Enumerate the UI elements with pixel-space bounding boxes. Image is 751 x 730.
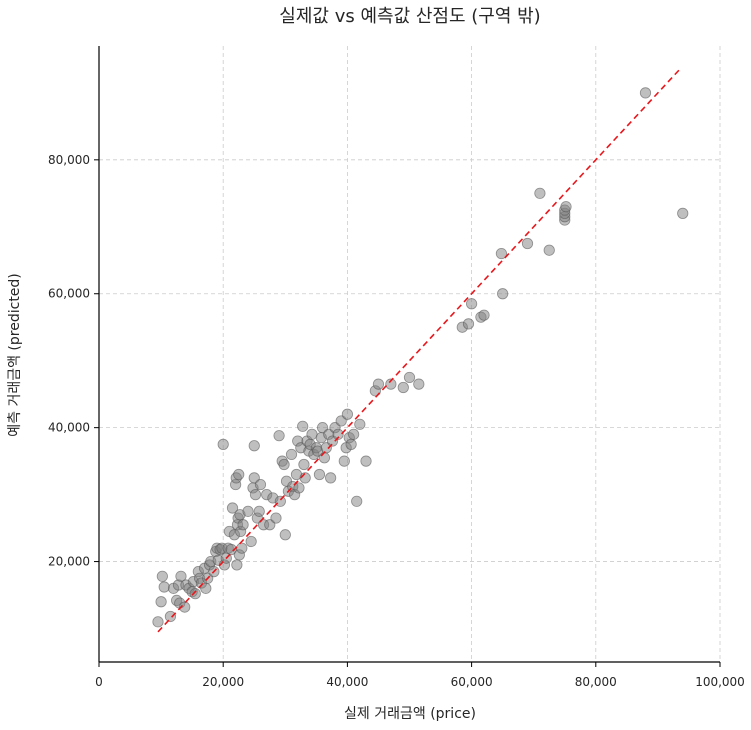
data-point [639, 87, 652, 99]
y-axis-ticks: 20,000 40,000 60,000 80,000 [48, 153, 99, 569]
y-tick-label: 20,000 [48, 555, 90, 569]
grid [99, 46, 721, 662]
data-point [152, 616, 164, 628]
data-point [372, 378, 385, 390]
x-tick-label: 0 [95, 675, 103, 689]
x-axis-ticks: 0 20,000 40,000 60,000 80,000 100,000 [95, 662, 745, 689]
data-point [236, 542, 248, 554]
x-tick-label: 60,000 [451, 675, 493, 689]
x-tick-label: 100,000 [695, 675, 745, 689]
data-point [348, 428, 360, 440]
data-point [351, 495, 363, 507]
data-point [242, 505, 254, 517]
data-point [233, 468, 245, 481]
data-point [341, 408, 353, 420]
y-axis-title: 예측 거래금액 (predicted) [7, 273, 23, 437]
data-point [462, 318, 475, 330]
data-point [534, 187, 546, 199]
data-point [560, 201, 572, 213]
data-point [231, 559, 243, 571]
data-point [254, 478, 267, 491]
data-point [156, 570, 168, 582]
data-point [273, 430, 285, 442]
data-point [179, 601, 191, 613]
data-point [478, 309, 490, 321]
data-point [465, 298, 478, 310]
data-point [345, 438, 357, 450]
data-point [354, 418, 366, 430]
data-point [164, 610, 177, 623]
data-point [521, 237, 534, 250]
data-point [253, 505, 265, 517]
y-tick-label: 40,000 [48, 421, 90, 435]
data-point [158, 581, 170, 593]
data-point [226, 502, 239, 514]
data-point [403, 371, 416, 384]
data-point [397, 381, 409, 394]
data-point [217, 438, 229, 450]
chart-title: 실제값 vs 예측값 산점도 (구역 밖) [279, 6, 540, 27]
data-point [298, 458, 310, 471]
data-points [152, 87, 689, 628]
reference-line-group [157, 68, 681, 633]
data-point [318, 452, 331, 464]
data-point [297, 420, 309, 432]
data-point [497, 288, 509, 300]
axes [98, 46, 720, 663]
data-point [385, 378, 397, 390]
x-axis-title: 실제 거래금액 (price) [344, 706, 476, 722]
data-point [360, 455, 372, 467]
data-point [237, 519, 249, 531]
data-point [189, 588, 201, 600]
data-point [332, 428, 344, 440]
data-point [306, 428, 318, 440]
data-point [285, 448, 298, 461]
y-tick-label: 60,000 [48, 287, 90, 301]
data-point [245, 535, 257, 548]
data-point [313, 468, 326, 481]
y-tick-label: 80,000 [48, 153, 90, 167]
data-point [413, 378, 425, 390]
data-point [278, 458, 290, 471]
data-point [270, 512, 282, 524]
x-tick-label: 80,000 [575, 675, 617, 689]
reference-line [157, 68, 681, 633]
data-point [325, 472, 337, 484]
data-point [248, 440, 260, 452]
data-point [338, 455, 350, 467]
data-point [293, 482, 305, 494]
data-point [155, 596, 167, 608]
data-point [543, 244, 555, 256]
data-point [495, 247, 508, 260]
data-point [175, 570, 187, 582]
data-point [677, 207, 689, 219]
x-tick-label: 20,000 [202, 675, 244, 689]
data-point [279, 529, 291, 541]
data-point [249, 489, 262, 501]
x-tick-label: 40,000 [326, 675, 368, 689]
